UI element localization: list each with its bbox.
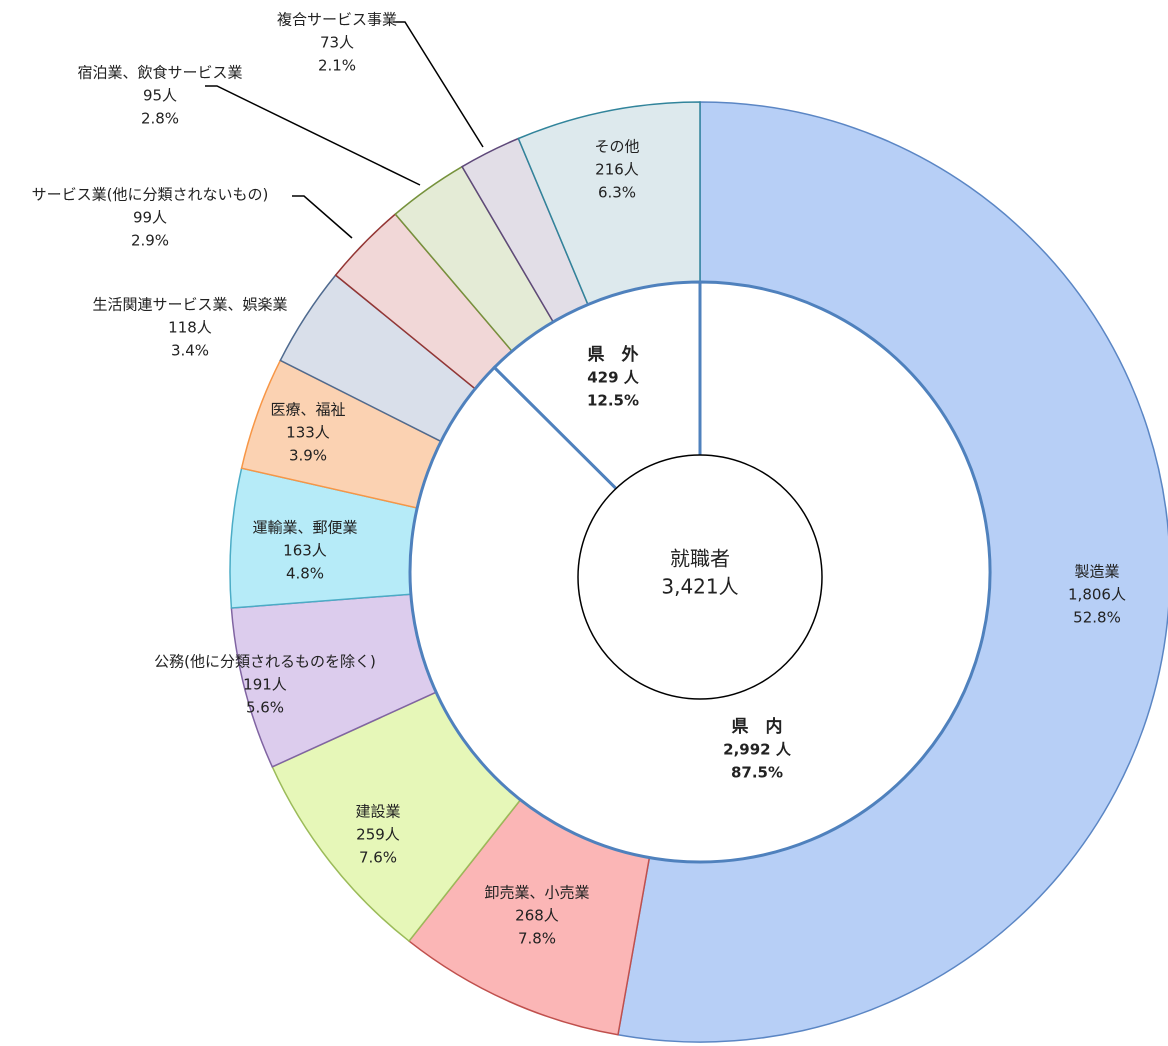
category-label: 運輸業、郵便業: [252, 519, 357, 537]
share-label: 2.1%: [318, 57, 356, 75]
value-label: 118人: [168, 319, 212, 337]
labels: 製造業 1,806人 52.8% 卸売業、小売業 268人 7.8% 建設業 259人 7.6%…: [32, 11, 1126, 948]
value-label: 163人: [283, 542, 327, 560]
share-label: 2.8%: [141, 110, 179, 128]
value-label: 191人: [243, 676, 287, 694]
share-label: 4.8%: [286, 565, 324, 583]
value-label: 268人: [515, 907, 559, 925]
category-label: その他: [594, 138, 639, 156]
category-label: 生活関連サービス業、娯楽業: [92, 296, 287, 314]
share-label: 52.8%: [1073, 609, 1121, 627]
category-label: 建設業: [355, 803, 400, 821]
inner-share-label: 12.5%: [587, 392, 639, 410]
category-label: 卸売業、小売業: [484, 884, 589, 902]
center-circle: [577, 454, 823, 700]
share-label: 6.3%: [598, 184, 636, 202]
leader-line: [205, 85, 421, 186]
value-label: 259人: [356, 826, 400, 844]
value-label: 1,806人: [1068, 586, 1126, 604]
leader-line: [292, 195, 353, 239]
category-label: 医療、福祉: [270, 401, 345, 419]
center-value: 3,421人: [661, 575, 738, 599]
share-label: 2.9%: [131, 232, 169, 250]
segment: [408, 280, 992, 864]
center-title: 就職者: [670, 547, 730, 571]
leader-line: [393, 21, 484, 148]
share-label: 3.9%: [289, 447, 327, 465]
value-label: 95人: [143, 87, 177, 105]
category-label: 複合サービス事業: [277, 11, 397, 29]
inner-share-label: 87.5%: [731, 764, 783, 782]
share-label: 3.4%: [171, 342, 209, 360]
category-label: 製造業: [1074, 563, 1119, 581]
value-label: 73人: [320, 34, 354, 52]
category-label: 宿泊業、飲食サービス業: [77, 64, 242, 82]
outer-ring: [229, 101, 1168, 1043]
share-label: 7.8%: [518, 930, 556, 948]
value-label: 99人: [133, 209, 167, 227]
share-label: 5.6%: [246, 699, 284, 717]
inner-category-label: 県 内: [732, 716, 783, 737]
inner-value-label: 429 人: [587, 369, 640, 387]
value-label: 216人: [595, 161, 639, 179]
value-label: 133人: [286, 424, 330, 442]
inner-category-label: 県 外: [588, 344, 639, 365]
category-label: サービス業(他に分類されないもの): [32, 186, 269, 204]
share-label: 7.6%: [359, 849, 397, 867]
inner-value-label: 2,992 人: [723, 741, 792, 759]
category-label: 公務(他に分類されるものを除く): [154, 653, 376, 671]
